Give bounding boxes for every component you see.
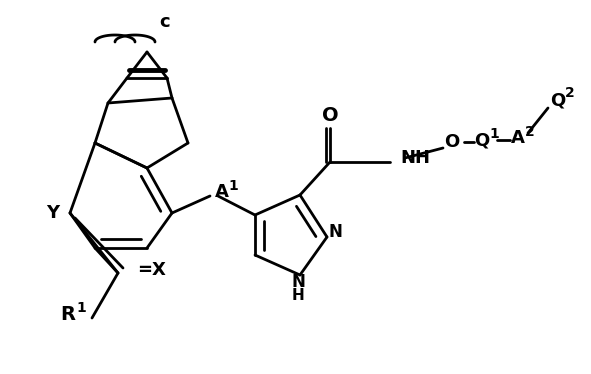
Text: NH: NH	[400, 149, 430, 167]
Text: O: O	[444, 133, 460, 151]
Text: 1: 1	[489, 127, 499, 141]
Text: A: A	[215, 183, 229, 201]
Text: N: N	[328, 223, 342, 241]
Text: N: N	[291, 273, 305, 291]
Text: O: O	[322, 105, 338, 125]
Text: H: H	[291, 288, 304, 303]
Text: Y: Y	[47, 204, 60, 222]
Text: 2: 2	[565, 86, 575, 100]
Text: 1: 1	[228, 179, 238, 193]
Text: Q: Q	[475, 131, 489, 149]
Text: A: A	[511, 129, 525, 147]
Text: 2: 2	[525, 125, 535, 139]
Text: R: R	[60, 306, 76, 325]
Text: Q: Q	[550, 91, 566, 109]
Text: =X: =X	[138, 261, 167, 279]
Text: 1: 1	[76, 301, 86, 315]
Text: c: c	[160, 13, 170, 31]
